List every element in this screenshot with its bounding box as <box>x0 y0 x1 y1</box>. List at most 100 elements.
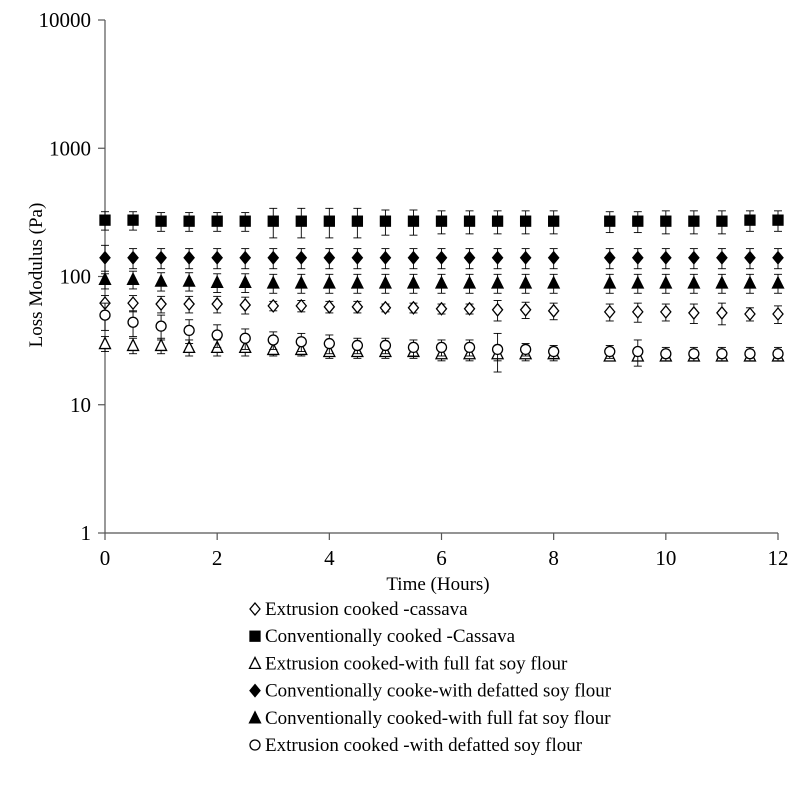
data-point <box>351 215 364 227</box>
data-point <box>463 215 476 227</box>
data-point <box>407 341 420 354</box>
data-point <box>772 306 784 322</box>
data-point <box>379 250 392 265</box>
data-point <box>491 250 504 265</box>
data-point <box>379 300 392 315</box>
data-point <box>295 215 307 227</box>
data-point <box>295 336 307 348</box>
legend-label: Extrusion cooked -with defatted soy flou… <box>265 735 583 756</box>
data-point <box>603 275 617 289</box>
data-point <box>772 214 784 226</box>
data-point <box>210 274 224 289</box>
data-point <box>155 215 167 227</box>
y-axis-label: Loss Modulus (Pa) <box>26 203 47 348</box>
x-tick-label: 8 <box>548 546 559 570</box>
data-point <box>744 306 756 322</box>
data-point <box>239 215 251 227</box>
x-axis-label: Time (Hours) <box>386 574 489 595</box>
legend-marker <box>248 710 262 724</box>
legend-marker <box>249 601 261 617</box>
series-4 <box>99 244 784 275</box>
data-point <box>99 250 111 265</box>
x-tick-label: 12 <box>768 546 789 570</box>
y-tick-label: 10 <box>70 393 91 417</box>
data-point <box>378 275 392 289</box>
data-point <box>688 348 700 360</box>
legend-label: Conventionally cooked -Cassava <box>265 626 516 647</box>
data-point <box>267 250 280 265</box>
data-point <box>463 301 476 316</box>
data-point <box>211 329 223 341</box>
data-point <box>631 275 645 289</box>
data-point <box>604 215 616 227</box>
data-point <box>463 250 476 265</box>
data-point <box>183 250 195 265</box>
data-point <box>407 250 420 265</box>
data-point <box>631 304 644 319</box>
data-point <box>406 275 421 289</box>
data-point <box>351 339 364 352</box>
data-point <box>323 215 335 227</box>
data-point <box>266 275 280 289</box>
data-point <box>267 215 279 227</box>
data-point <box>547 303 560 318</box>
legend-marker <box>249 683 261 698</box>
axes: 1 10 100 1000 10000 0 2 4 6 8 10 12 <box>39 8 789 570</box>
data-point <box>182 339 196 354</box>
data-point <box>323 337 335 350</box>
data-point <box>744 214 756 226</box>
legend-marker <box>248 655 262 670</box>
data-point <box>659 275 673 289</box>
legend-item: Extrusion cooked-with full fat soy flour <box>248 653 568 674</box>
data-point <box>238 274 252 289</box>
data-point <box>547 250 560 265</box>
data-point <box>715 275 729 289</box>
series-5 <box>98 270 785 294</box>
data-point <box>632 215 644 227</box>
y-tick-label: 100 <box>60 265 92 289</box>
legend-label: Extrusion cooked -cassava <box>265 599 468 620</box>
y-tick-label: 1 <box>81 521 92 545</box>
data-point <box>98 336 112 350</box>
data-point <box>351 250 364 265</box>
data-point <box>688 305 700 320</box>
legend-marker <box>249 630 261 642</box>
data-point <box>548 215 560 227</box>
data-point <box>127 250 139 265</box>
data-point <box>631 250 644 265</box>
data-point <box>519 302 532 317</box>
legend: Extrusion cooked -cassava Conventionally … <box>248 599 612 756</box>
data-point <box>660 348 672 360</box>
data-point <box>603 304 616 319</box>
data-point <box>379 215 392 227</box>
x-tick-label: 2 <box>212 546 223 570</box>
data-point <box>126 271 140 286</box>
x-tick-label: 0 <box>100 546 111 570</box>
data-point <box>155 297 167 312</box>
data-point <box>462 275 477 289</box>
data-point <box>548 345 560 358</box>
data-point <box>603 250 616 265</box>
data-point <box>688 215 700 227</box>
data-point <box>716 348 728 360</box>
data-point <box>491 275 505 289</box>
data-point <box>323 299 336 314</box>
x-tick-label: 4 <box>324 546 335 570</box>
data-point <box>660 215 672 227</box>
data-point <box>659 250 672 265</box>
data-point <box>267 334 279 346</box>
data-point <box>772 348 784 360</box>
data-point <box>463 341 476 354</box>
data-point <box>772 250 784 265</box>
data-point <box>491 343 504 356</box>
data-point <box>211 250 224 265</box>
data-point <box>183 297 195 312</box>
data-point <box>519 343 532 356</box>
data-point <box>294 275 308 289</box>
legend-item: Extrusion cooked -with defatted soy flou… <box>249 735 583 756</box>
data-point <box>547 275 561 289</box>
data-point <box>744 348 756 360</box>
data-point <box>435 215 448 227</box>
data-point <box>659 304 672 319</box>
